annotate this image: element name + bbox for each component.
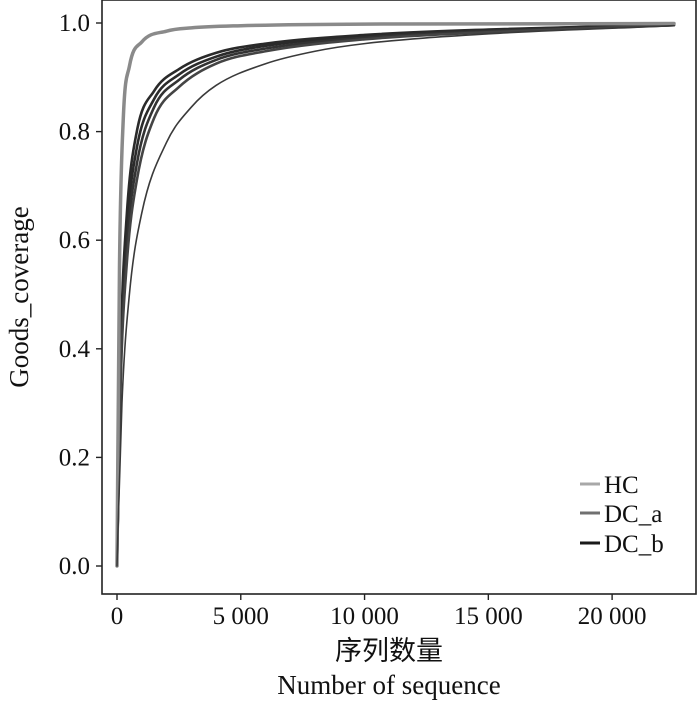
legend-label-dc-b: DC_b (604, 531, 664, 558)
y-axis-label: Goods_coverage (4, 206, 34, 387)
legend-item-dc-a: DC_a (580, 501, 662, 528)
x-axis-ticks: 0 5 000 10 000 15 000 20 000 (111, 594, 647, 630)
legend-label-hc: HC (604, 472, 639, 499)
legend-item-dc-b: DC_b (580, 531, 664, 558)
x-tick-label: 20 000 (578, 603, 647, 630)
y-axis-ticks: 0.0 0.2 0.4 0.6 0.8 1.0 (59, 10, 102, 580)
x-tick-label: 5 000 (213, 603, 269, 630)
y-tick-label: 0.4 (59, 336, 91, 363)
y-tick-label: 0.8 (59, 119, 90, 146)
series-line-hc (116, 24, 675, 567)
legend-label-dc-a: DC_a (604, 501, 662, 528)
series-line-dc-b (115, 23, 676, 568)
x-axis-label: Number of sequence (277, 670, 500, 700)
series-layer (115, 21, 676, 568)
x-tick-label: 10 000 (330, 603, 399, 630)
y-tick-label: 1.0 (59, 10, 90, 37)
legend: HC DC_a DC_b (580, 472, 664, 558)
legend-item-hc: HC (580, 472, 639, 499)
x-axis-label-cn: 序列数量 (335, 636, 443, 666)
plot-frame (101, 0, 697, 595)
y-tick-label: 0.6 (59, 227, 90, 254)
y-tick-label: 0.2 (59, 444, 90, 471)
x-tick-label: 15 000 (454, 603, 523, 630)
series-line-dc-a (115, 21, 676, 568)
y-tick-label: 0.0 (59, 553, 90, 580)
x-tick-label: 0 (111, 603, 124, 630)
